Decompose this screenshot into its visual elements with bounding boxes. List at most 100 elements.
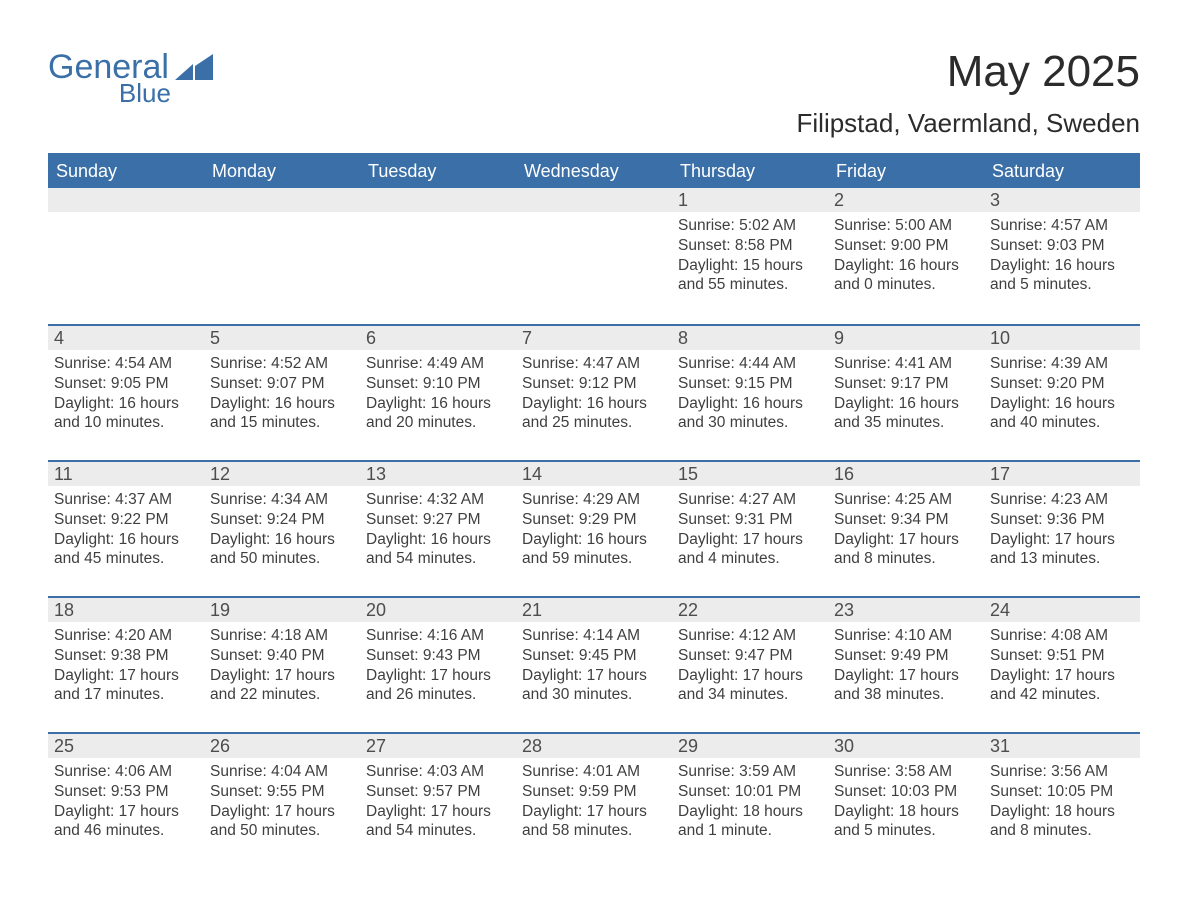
calendar-cell: [360, 188, 516, 324]
calendar-cell: 1Sunrise: 5:02 AMSunset: 8:58 PMDaylight…: [672, 188, 828, 324]
day-details: [204, 212, 360, 224]
day-details: Sunrise: 5:00 AMSunset: 9:00 PMDaylight:…: [828, 212, 984, 303]
day-detail-line: Sunrise: 4:54 AM: [54, 354, 198, 374]
day-details: Sunrise: 4:14 AMSunset: 9:45 PMDaylight:…: [516, 622, 672, 713]
day-detail-line: Sunset: 9:03 PM: [990, 236, 1134, 256]
day-number: 2: [828, 188, 984, 212]
day-details: Sunrise: 4:34 AMSunset: 9:24 PMDaylight:…: [204, 486, 360, 577]
day-number: 5: [204, 326, 360, 350]
day-details: Sunrise: 4:16 AMSunset: 9:43 PMDaylight:…: [360, 622, 516, 713]
calendar-cell: 26Sunrise: 4:04 AMSunset: 9:55 PMDayligh…: [204, 734, 360, 868]
calendar-week: 1Sunrise: 5:02 AMSunset: 8:58 PMDaylight…: [48, 188, 1140, 324]
day-detail-line: Sunrise: 5:02 AM: [678, 216, 822, 236]
day-detail-line: Sunrise: 4:10 AM: [834, 626, 978, 646]
day-number: 20: [360, 598, 516, 622]
day-detail-line: Sunset: 9:36 PM: [990, 510, 1134, 530]
day-detail-line: Daylight: 17 hours and 38 minutes.: [834, 666, 978, 706]
day-detail-line: Sunrise: 3:56 AM: [990, 762, 1134, 782]
day-details: [516, 212, 672, 224]
location-subtitle: Filipstad, Vaermland, Sweden: [797, 108, 1140, 139]
day-detail-line: Sunrise: 4:29 AM: [522, 490, 666, 510]
day-details: Sunrise: 3:56 AMSunset: 10:05 PMDaylight…: [984, 758, 1140, 849]
day-details: Sunrise: 4:20 AMSunset: 9:38 PMDaylight:…: [48, 622, 204, 713]
day-detail-line: Sunrise: 3:58 AM: [834, 762, 978, 782]
day-number: 6: [360, 326, 516, 350]
day-details: [48, 212, 204, 224]
day-detail-line: Sunset: 10:01 PM: [678, 782, 822, 802]
day-detail-line: Sunrise: 4:06 AM: [54, 762, 198, 782]
day-detail-line: Sunrise: 5:00 AM: [834, 216, 978, 236]
day-detail-line: Sunset: 9:38 PM: [54, 646, 198, 666]
day-detail-line: Daylight: 17 hours and 4 minutes.: [678, 530, 822, 570]
calendar-cell: [204, 188, 360, 324]
day-detail-line: Sunrise: 4:18 AM: [210, 626, 354, 646]
header-row: General Blue May 2025 Filipstad, Vaermla…: [48, 50, 1140, 139]
day-details: Sunrise: 4:01 AMSunset: 9:59 PMDaylight:…: [516, 758, 672, 849]
day-detail-line: Sunrise: 4:34 AM: [210, 490, 354, 510]
day-details: Sunrise: 4:39 AMSunset: 9:20 PMDaylight:…: [984, 350, 1140, 441]
calendar-week: 11Sunrise: 4:37 AMSunset: 9:22 PMDayligh…: [48, 460, 1140, 596]
day-number: 17: [984, 462, 1140, 486]
calendar-cell: 6Sunrise: 4:49 AMSunset: 9:10 PMDaylight…: [360, 326, 516, 460]
day-number: 24: [984, 598, 1140, 622]
calendar-cell: 15Sunrise: 4:27 AMSunset: 9:31 PMDayligh…: [672, 462, 828, 596]
day-detail-line: Daylight: 18 hours and 5 minutes.: [834, 802, 978, 842]
day-detail-line: Sunrise: 4:41 AM: [834, 354, 978, 374]
weekday-label: Tuesday: [360, 155, 516, 188]
day-details: Sunrise: 5:02 AMSunset: 8:58 PMDaylight:…: [672, 212, 828, 303]
day-detail-line: Sunset: 9:12 PM: [522, 374, 666, 394]
day-number: 28: [516, 734, 672, 758]
day-detail-line: Sunset: 9:57 PM: [366, 782, 510, 802]
day-number: [516, 188, 672, 212]
day-detail-line: Sunrise: 4:23 AM: [990, 490, 1134, 510]
day-detail-line: Sunrise: 4:49 AM: [366, 354, 510, 374]
day-details: Sunrise: 4:47 AMSunset: 9:12 PMDaylight:…: [516, 350, 672, 441]
calendar-cell: 20Sunrise: 4:16 AMSunset: 9:43 PMDayligh…: [360, 598, 516, 732]
day-number: 4: [48, 326, 204, 350]
day-detail-line: Daylight: 16 hours and 20 minutes.: [366, 394, 510, 434]
day-detail-line: Sunrise: 4:52 AM: [210, 354, 354, 374]
weekday-label: Monday: [204, 155, 360, 188]
day-number: 12: [204, 462, 360, 486]
day-details: Sunrise: 3:59 AMSunset: 10:01 PMDaylight…: [672, 758, 828, 849]
calendar-cell: 12Sunrise: 4:34 AMSunset: 9:24 PMDayligh…: [204, 462, 360, 596]
calendar-cell: 2Sunrise: 5:00 AMSunset: 9:00 PMDaylight…: [828, 188, 984, 324]
calendar-week: 4Sunrise: 4:54 AMSunset: 9:05 PMDaylight…: [48, 324, 1140, 460]
day-detail-line: Sunrise: 4:12 AM: [678, 626, 822, 646]
calendar-cell: 28Sunrise: 4:01 AMSunset: 9:59 PMDayligh…: [516, 734, 672, 868]
day-detail-line: Daylight: 16 hours and 5 minutes.: [990, 256, 1134, 296]
day-details: Sunrise: 4:12 AMSunset: 9:47 PMDaylight:…: [672, 622, 828, 713]
weekday-header: Sunday Monday Tuesday Wednesday Thursday…: [48, 155, 1140, 188]
day-detail-line: Daylight: 17 hours and 22 minutes.: [210, 666, 354, 706]
day-number: 8: [672, 326, 828, 350]
day-detail-line: Sunset: 9:22 PM: [54, 510, 198, 530]
day-detail-line: Daylight: 17 hours and 13 minutes.: [990, 530, 1134, 570]
day-detail-line: Daylight: 16 hours and 50 minutes.: [210, 530, 354, 570]
day-detail-line: Daylight: 17 hours and 58 minutes.: [522, 802, 666, 842]
calendar-week: 25Sunrise: 4:06 AMSunset: 9:53 PMDayligh…: [48, 732, 1140, 868]
day-details: Sunrise: 3:58 AMSunset: 10:03 PMDaylight…: [828, 758, 984, 849]
day-number: 26: [204, 734, 360, 758]
day-detail-line: Sunrise: 4:14 AM: [522, 626, 666, 646]
day-number: 7: [516, 326, 672, 350]
day-details: Sunrise: 4:10 AMSunset: 9:49 PMDaylight:…: [828, 622, 984, 713]
day-details: Sunrise: 4:49 AMSunset: 9:10 PMDaylight:…: [360, 350, 516, 441]
calendar-cell: 8Sunrise: 4:44 AMSunset: 9:15 PMDaylight…: [672, 326, 828, 460]
day-number: 9: [828, 326, 984, 350]
day-detail-line: Sunrise: 4:20 AM: [54, 626, 198, 646]
day-details: Sunrise: 4:18 AMSunset: 9:40 PMDaylight:…: [204, 622, 360, 713]
day-detail-line: Sunset: 8:58 PM: [678, 236, 822, 256]
day-detail-line: Sunset: 9:31 PM: [678, 510, 822, 530]
day-number: 15: [672, 462, 828, 486]
day-detail-line: Sunset: 9:10 PM: [366, 374, 510, 394]
day-detail-line: Daylight: 16 hours and 59 minutes.: [522, 530, 666, 570]
day-number: 21: [516, 598, 672, 622]
day-details: Sunrise: 4:37 AMSunset: 9:22 PMDaylight:…: [48, 486, 204, 577]
day-number: 19: [204, 598, 360, 622]
day-details: Sunrise: 4:04 AMSunset: 9:55 PMDaylight:…: [204, 758, 360, 849]
calendar-cell: [48, 188, 204, 324]
day-detail-line: Sunrise: 4:16 AM: [366, 626, 510, 646]
day-details: Sunrise: 4:03 AMSunset: 9:57 PMDaylight:…: [360, 758, 516, 849]
day-details: Sunrise: 4:06 AMSunset: 9:53 PMDaylight:…: [48, 758, 204, 849]
day-number: 27: [360, 734, 516, 758]
